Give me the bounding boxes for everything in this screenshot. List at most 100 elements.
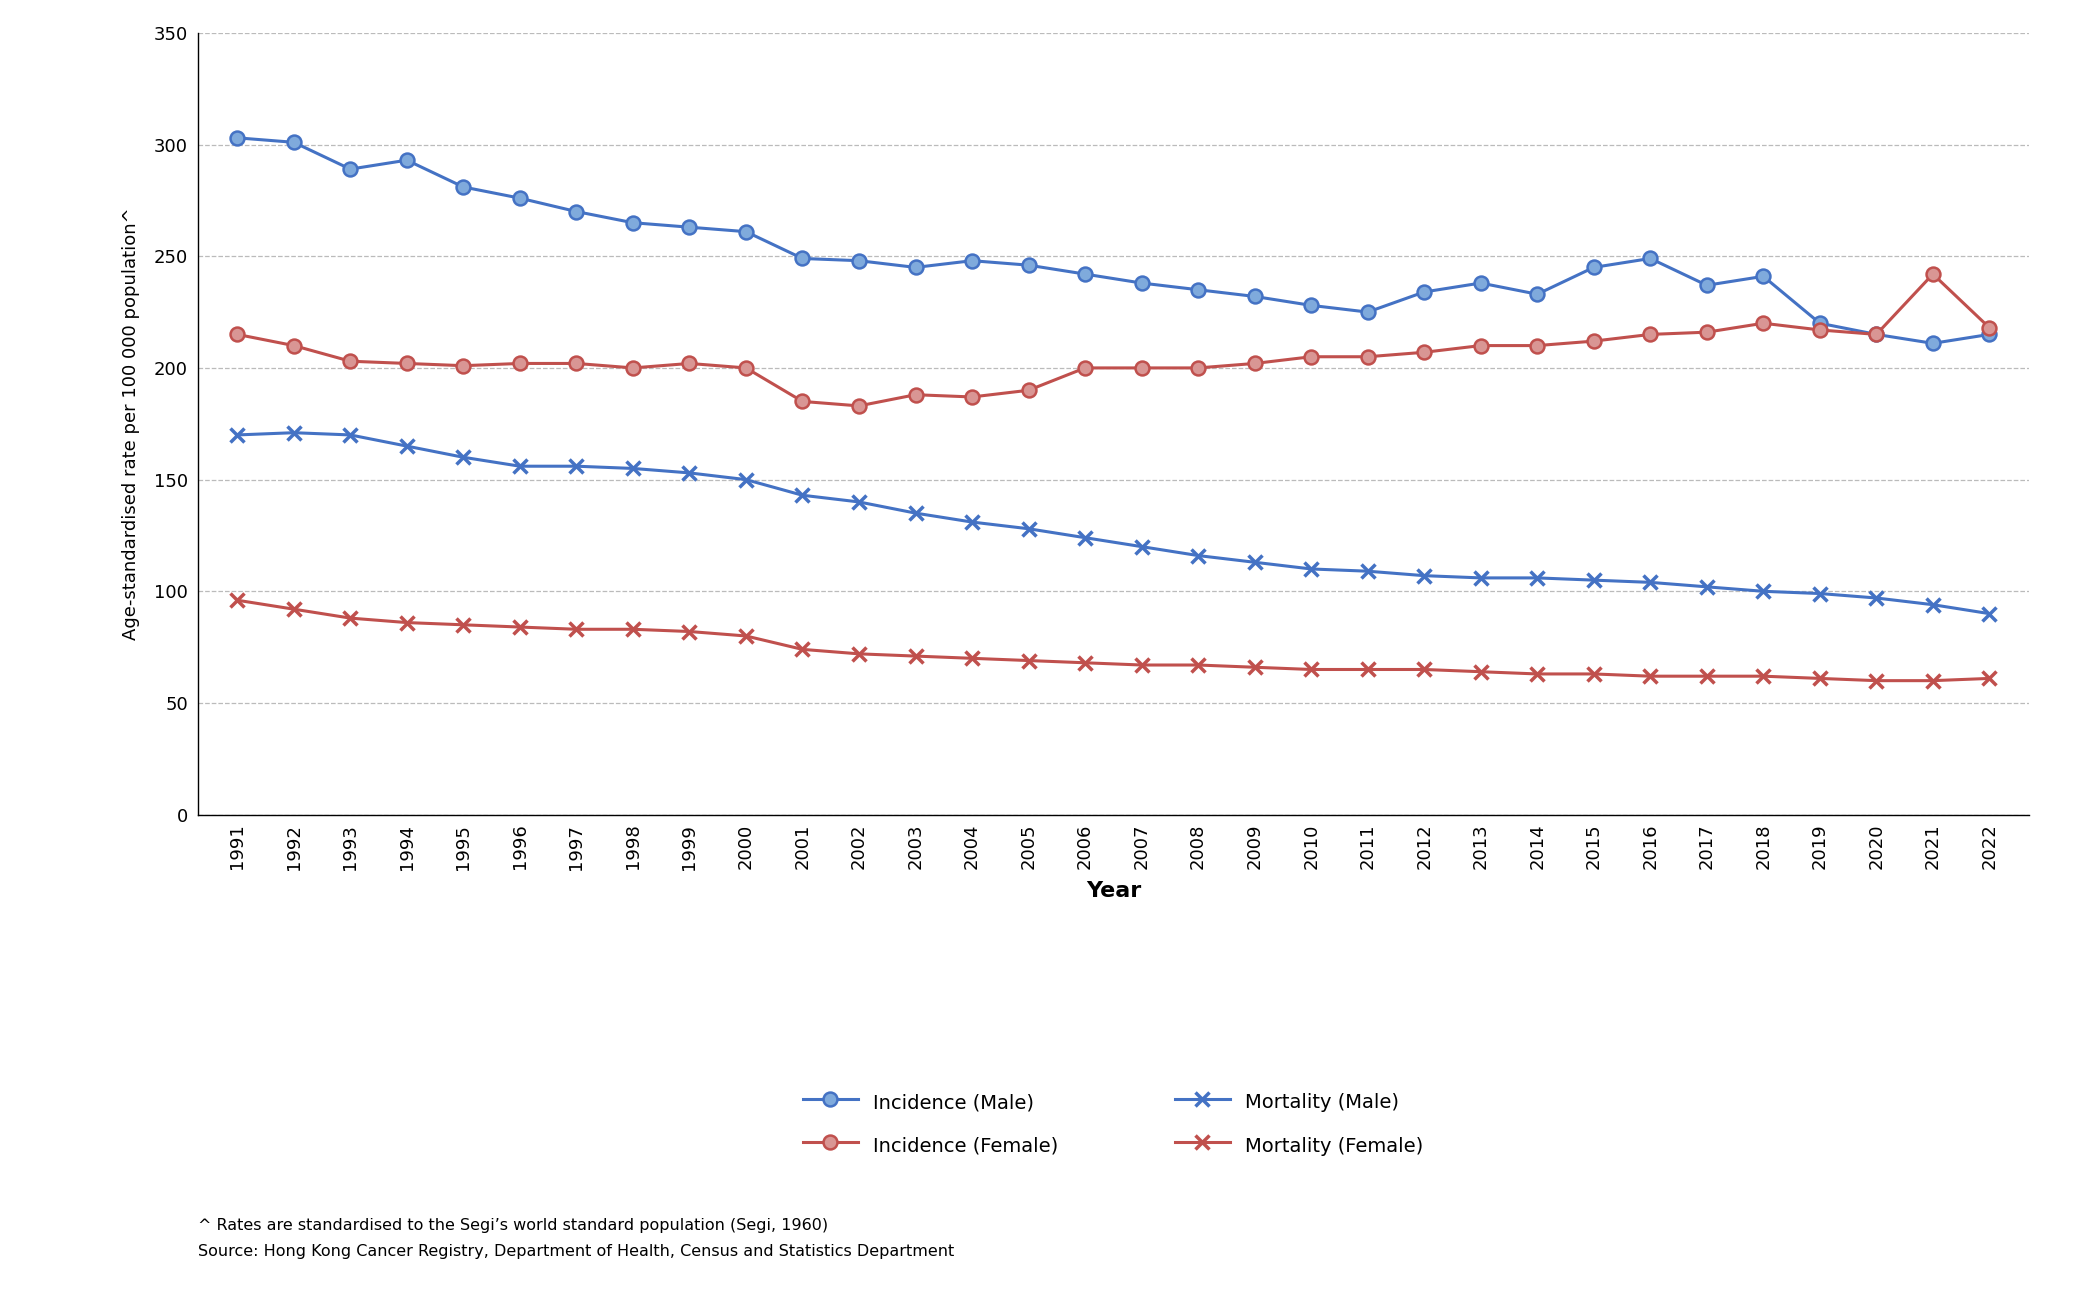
Mortality (Female) (959, 650, 984, 666)
Mortality (Female) (337, 610, 362, 625)
Incidence (Male) (847, 252, 872, 268)
Mortality (Female) (1242, 660, 1267, 675)
Incidence (Female) (393, 356, 418, 372)
Incidence (Male) (1525, 286, 1550, 302)
Incidence (Female) (1072, 360, 1097, 376)
Mortality (Male) (1355, 564, 1380, 579)
Mortality (Male) (1130, 539, 1155, 555)
Incidence (Female) (676, 356, 701, 372)
Mortality (Female) (1638, 669, 1663, 685)
Mortality (Male) (1016, 520, 1040, 536)
Line: Incidence (Female): Incidence (Female) (231, 267, 1996, 413)
Incidence (Female) (337, 353, 362, 369)
Mortality (Male) (1694, 579, 1719, 595)
Incidence (Male) (959, 252, 984, 268)
Mortality (Male) (1525, 570, 1550, 586)
Mortality (Male) (1808, 586, 1833, 602)
Incidence (Male) (1072, 267, 1097, 283)
Text: ^ Rates are standardised to the Segi’s world standard population (Segi, 1960): ^ Rates are standardised to the Segi’s w… (198, 1218, 828, 1233)
Mortality (Male) (1977, 606, 2002, 622)
Mortality (Female) (225, 593, 250, 608)
Mortality (Male) (225, 427, 250, 443)
Mortality (Female) (452, 618, 477, 633)
Incidence (Female) (1016, 382, 1040, 398)
Mortality (Female) (1865, 673, 1890, 689)
Mortality (Female) (564, 622, 589, 637)
Incidence (Male) (1411, 284, 1436, 300)
Incidence (Male) (791, 251, 816, 267)
Mortality (Male) (1242, 555, 1267, 570)
Mortality (Female) (1130, 657, 1155, 673)
Mortality (Male) (281, 424, 306, 440)
Incidence (Male) (393, 152, 418, 168)
Mortality (Male) (508, 459, 533, 474)
Incidence (Male) (1130, 275, 1155, 290)
Incidence (Male) (676, 219, 701, 235)
Mortality (Male) (337, 427, 362, 443)
Incidence (Male) (281, 134, 306, 150)
Mortality (Female) (1921, 673, 1946, 689)
Mortality (Male) (676, 465, 701, 481)
Incidence (Male) (1865, 327, 1890, 343)
Incidence (Male) (1638, 251, 1663, 267)
Incidence (Female) (1299, 350, 1324, 365)
Mortality (Female) (1355, 662, 1380, 678)
Incidence (Male) (452, 179, 477, 194)
Mortality (Male) (564, 459, 589, 474)
Incidence (Male) (903, 260, 928, 276)
Mortality (Male) (1865, 590, 1890, 606)
Incidence (Male) (1921, 335, 1946, 351)
Mortality (Male) (393, 439, 418, 455)
Mortality (Male) (959, 514, 984, 530)
Mortality (Female) (1299, 662, 1324, 678)
Incidence (Female) (1242, 356, 1267, 372)
Mortality (Female) (1582, 666, 1607, 682)
Incidence (Female) (508, 356, 533, 372)
Incidence (Female) (1750, 315, 1775, 331)
Incidence (Female) (903, 386, 928, 402)
Mortality (Female) (676, 624, 701, 640)
Incidence (Male) (733, 223, 757, 239)
Mortality (Female) (733, 628, 757, 644)
Incidence (Female) (1977, 319, 2002, 335)
Incidence (Female) (1186, 360, 1211, 376)
Mortality (Male) (1638, 574, 1663, 590)
Incidence (Male) (1694, 277, 1719, 293)
Legend: Incidence (Male), Incidence (Female), Mortality (Male), Mortality (Female): Incidence (Male), Incidence (Female), Mo… (795, 1083, 1432, 1164)
Mortality (Male) (1072, 530, 1097, 545)
Incidence (Female) (847, 398, 872, 414)
Incidence (Female) (1865, 327, 1890, 343)
Line: Mortality (Female): Mortality (Female) (231, 594, 1996, 687)
Mortality (Male) (847, 494, 872, 510)
Y-axis label: Age-standardised rate per 100 000 population^: Age-standardised rate per 100 000 popula… (123, 208, 139, 640)
Incidence (Male) (1469, 275, 1494, 290)
Mortality (Male) (1299, 561, 1324, 577)
Mortality (Male) (791, 487, 816, 503)
X-axis label: Year: Year (1086, 880, 1140, 900)
Incidence (Female) (1808, 322, 1833, 338)
Mortality (Female) (281, 602, 306, 618)
Incidence (Female) (1525, 338, 1550, 353)
Incidence (Male) (564, 204, 589, 219)
Mortality (Female) (393, 615, 418, 631)
Incidence (Female) (733, 360, 757, 376)
Mortality (Female) (1016, 653, 1040, 669)
Incidence (Female) (1130, 360, 1155, 376)
Incidence (Male) (1242, 289, 1267, 305)
Mortality (Female) (791, 641, 816, 657)
Mortality (Female) (1072, 654, 1097, 670)
Incidence (Female) (1469, 338, 1494, 353)
Mortality (Female) (903, 648, 928, 664)
Incidence (Male) (1186, 283, 1211, 298)
Line: Mortality (Male): Mortality (Male) (231, 426, 1996, 620)
Text: Source: Hong Kong Cancer Registry, Department of Health, Census and Statistics D: Source: Hong Kong Cancer Registry, Depar… (198, 1244, 953, 1259)
Mortality (Female) (847, 646, 872, 662)
Incidence (Female) (1411, 344, 1436, 360)
Mortality (Female) (1525, 666, 1550, 682)
Incidence (Female) (1355, 350, 1380, 365)
Line: Incidence (Male): Incidence (Male) (231, 131, 1996, 351)
Incidence (Female) (225, 327, 250, 343)
Incidence (Male) (1977, 327, 2002, 343)
Mortality (Female) (1808, 670, 1833, 686)
Mortality (Female) (1694, 669, 1719, 685)
